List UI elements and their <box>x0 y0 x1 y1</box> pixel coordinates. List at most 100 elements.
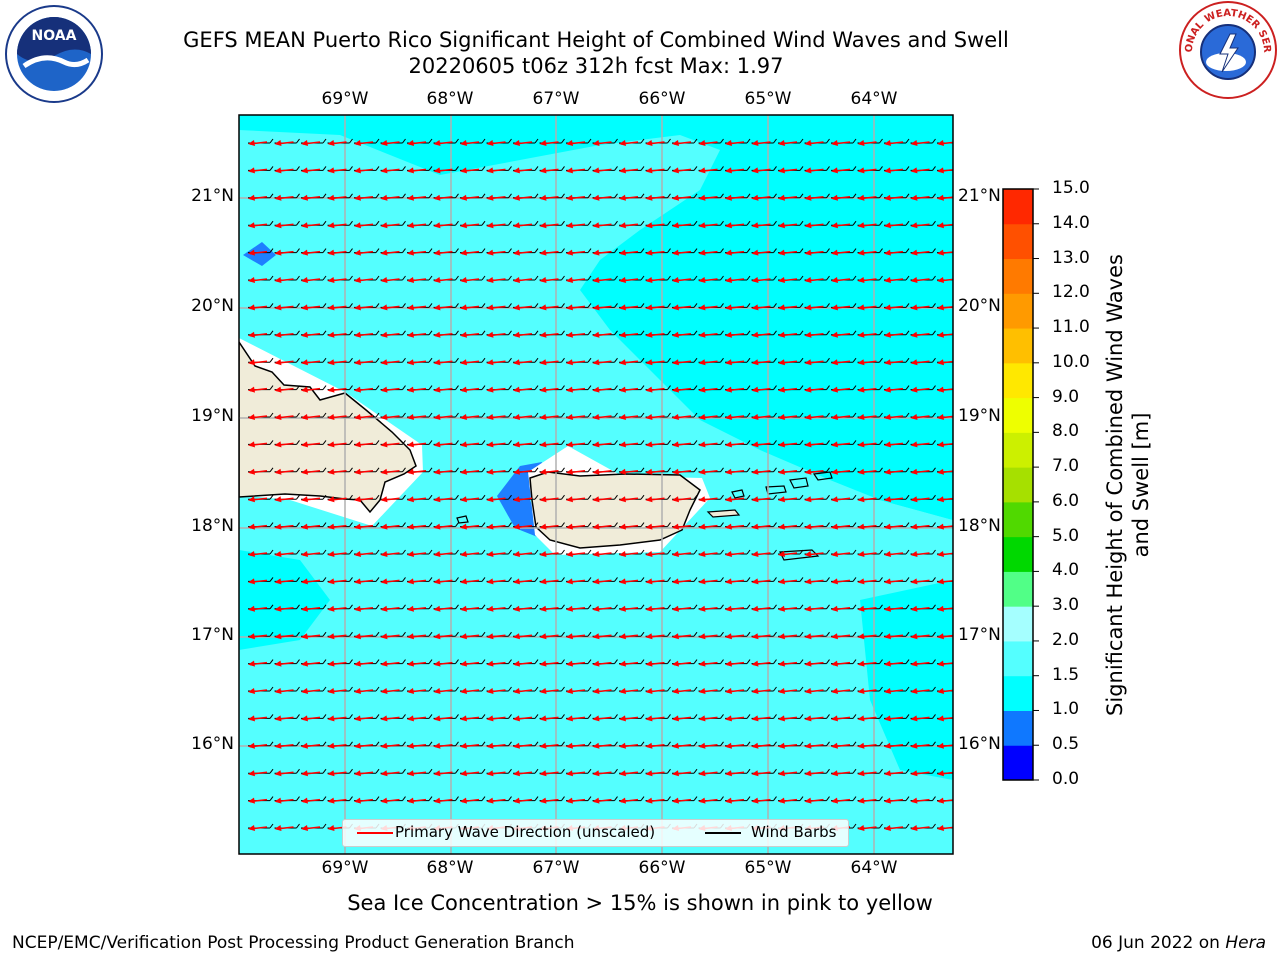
colorbar-tick-label: 13.0 <box>1052 247 1090 268</box>
wave-direction-arrow <box>857 578 877 585</box>
chart-subtitle: 20220605 t06z 312h fcst Max: 1.97 <box>408 54 784 78</box>
wave-direction-arrow <box>857 468 877 475</box>
wave-direction-arrow <box>354 140 374 146</box>
wave-direction-arrow <box>539 551 559 557</box>
wave-direction-arrow <box>513 167 533 174</box>
wave-direction-arrow <box>433 770 453 777</box>
wave-direction-arrow <box>804 770 824 777</box>
wave-direction-arrow <box>433 715 453 722</box>
wave-direction-arrow <box>248 551 268 557</box>
wave-direction-arrow <box>407 194 427 201</box>
wave-direction-arrow <box>433 277 453 283</box>
wave-direction-arrow <box>460 304 480 311</box>
wave-direction-arrow <box>645 140 665 146</box>
wave-direction-arrow <box>407 688 427 694</box>
wave-direction-arrow <box>301 386 321 393</box>
wave-direction-arrow <box>910 414 930 420</box>
wave-direction-arrow <box>725 194 745 201</box>
wave-direction-arrow <box>407 742 427 749</box>
wave-direction-arrow <box>248 194 268 201</box>
wave-direction-arrow <box>407 441 427 448</box>
wave-direction-arrow <box>274 633 294 640</box>
wave-direction-arrow <box>380 578 400 585</box>
wave-direction-arrow <box>407 277 427 283</box>
wave-direction-arrow <box>672 770 692 777</box>
wave-direction-arrow <box>804 523 824 530</box>
wave-direction-arrow <box>433 605 453 612</box>
wave-direction-arrow <box>566 441 586 448</box>
wave-direction-arrow <box>857 386 877 393</box>
wave-direction-arrow <box>937 715 953 722</box>
wave-direction-arrow <box>857 660 877 667</box>
wave-direction-arrow <box>884 605 904 612</box>
wave-direction-arrow <box>778 140 798 146</box>
wave-direction-arrow <box>751 304 771 311</box>
wave-direction-arrow <box>274 222 294 229</box>
wave-direction-arrow <box>672 578 692 585</box>
lon-label-bottom: 67°W <box>532 858 580 878</box>
wave-direction-arrow <box>937 551 953 557</box>
low-wave-patch-nw <box>243 242 276 266</box>
wave-direction-arrow <box>751 277 771 283</box>
wave-direction-arrow <box>486 277 506 283</box>
wave-direction-arrow <box>380 386 400 393</box>
wave-direction-arrow <box>460 441 480 448</box>
footer-host: Hera <box>1225 933 1266 953</box>
lat-label-left: 16°N <box>191 734 234 754</box>
wave-direction-arrow <box>327 304 347 311</box>
wave-direction-arrow <box>937 797 953 804</box>
wave-direction-arrow <box>248 688 268 694</box>
wave-direction-arrow <box>274 496 294 503</box>
wave-direction-arrow <box>380 277 400 283</box>
wave-direction-arrow <box>937 468 953 475</box>
wave-direction-arrow <box>407 167 427 174</box>
wave-direction-arrow <box>274 194 294 201</box>
wave-direction-arrow <box>831 797 851 804</box>
wave-direction-arrow <box>486 304 506 311</box>
wave-direction-arrow <box>831 249 851 256</box>
wave-direction-arrow <box>937 140 953 146</box>
wave-direction-arrow <box>672 194 692 201</box>
wave-direction-arrow <box>831 742 851 749</box>
wave-direction-arrow <box>539 194 559 201</box>
colorbar-segment <box>1003 362 1033 399</box>
wave-direction-arrow <box>937 167 953 174</box>
wave-direction-arrow <box>354 222 374 229</box>
wave-direction-arrow <box>619 523 639 530</box>
wave-direction-arrow <box>910 770 930 777</box>
wave-direction-arrow <box>566 468 586 475</box>
wave-direction-arrow <box>910 304 930 311</box>
wave-direction-arrow <box>725 222 745 229</box>
wave-direction-arrow <box>460 468 480 475</box>
wave-direction-arrow <box>725 140 745 146</box>
wave-direction-arrow <box>380 441 400 448</box>
lon-label-bottom: 69°W <box>321 858 369 878</box>
wave-direction-arrow <box>513 770 533 777</box>
wave-direction-arrow <box>460 715 480 722</box>
wave-direction-arrow <box>380 770 400 777</box>
wave-direction-arrow <box>274 386 294 393</box>
wave-direction-arrow <box>778 742 798 749</box>
wave-direction-arrow <box>380 167 400 174</box>
wave-direction-arrow <box>460 578 480 585</box>
wave-direction-arrow <box>460 249 480 256</box>
wave-direction-arrow <box>274 249 294 256</box>
wave-direction-arrow <box>407 331 427 338</box>
wave-direction-arrow <box>566 331 586 338</box>
wave-direction-arrow <box>645 386 665 393</box>
svg-text:NOAA: NOAA <box>32 28 77 44</box>
wave-direction-arrow <box>804 249 824 256</box>
wave-direction-arrow <box>539 414 559 420</box>
wave-direction-arrow <box>778 441 798 448</box>
wave-direction-arrow <box>910 167 930 174</box>
wave-direction-arrow <box>751 605 771 612</box>
colorbar-segment <box>1003 328 1033 364</box>
colorbar-segment <box>1003 640 1033 677</box>
wave-direction-arrow <box>566 222 586 229</box>
wave-direction-arrow <box>619 140 639 146</box>
wave-direction-arrow <box>486 797 506 804</box>
wave-direction-arrow <box>327 578 347 585</box>
colorbar-tick-label: 12.0 <box>1052 282 1090 303</box>
wave-direction-arrow <box>672 660 692 667</box>
wave-direction-arrow <box>327 359 347 366</box>
